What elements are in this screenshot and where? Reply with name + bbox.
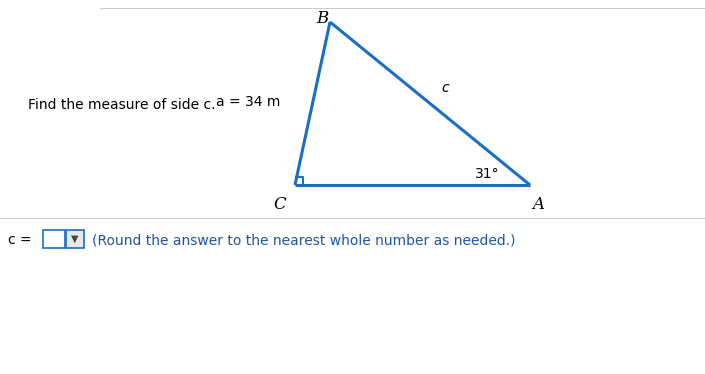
Text: 31°: 31°	[474, 167, 499, 181]
Text: a = 34 m: a = 34 m	[216, 95, 280, 109]
Text: ▼: ▼	[71, 234, 79, 244]
Text: c =: c =	[8, 233, 32, 247]
FancyBboxPatch shape	[66, 230, 84, 248]
Text: c: c	[441, 81, 449, 95]
Text: B: B	[316, 10, 328, 27]
Text: (Round the answer to the nearest whole number as needed.): (Round the answer to the nearest whole n…	[92, 233, 515, 247]
FancyBboxPatch shape	[43, 230, 65, 248]
Text: C: C	[274, 196, 286, 213]
Text: Find the measure of side c.: Find the measure of side c.	[28, 98, 216, 112]
Text: A: A	[532, 196, 544, 213]
